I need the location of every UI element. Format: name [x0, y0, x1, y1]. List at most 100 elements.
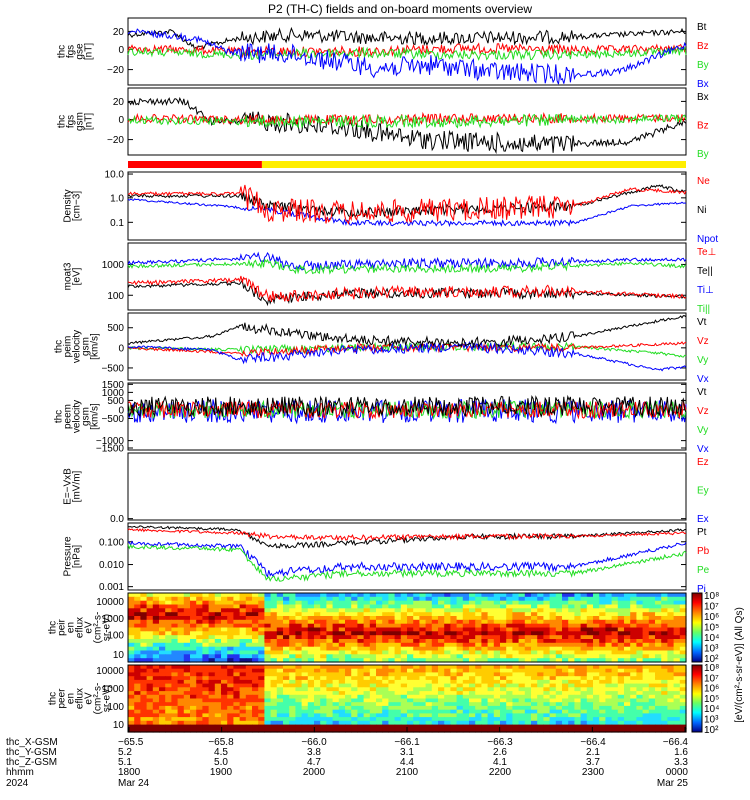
spectrogram-cell — [568, 658, 575, 663]
legend-Ex: Ex — [697, 514, 709, 525]
spectrogram-cell — [419, 654, 427, 659]
spectrogram-cell — [531, 709, 538, 714]
y-tick-label: 100 — [107, 291, 124, 302]
spectrogram-cell — [543, 635, 551, 640]
spectrogram-cell — [518, 596, 526, 602]
spectrogram-cell — [512, 665, 520, 670]
spectrogram-cell — [624, 627, 631, 632]
spectrogram-cell — [345, 593, 352, 598]
spectrogram-cell — [245, 619, 253, 625]
spectrogram-cell — [314, 612, 321, 617]
spectrogram-cell — [159, 724, 166, 729]
colorbar-tick: 10⁶ — [704, 612, 719, 623]
spectrogram-cell — [345, 668, 352, 673]
colorbar-top — [691, 592, 703, 663]
spectrogram-cell — [636, 709, 644, 714]
spectrogram-cell — [580, 658, 588, 663]
spectrogram-cell — [630, 596, 637, 602]
spectrogram-cell — [146, 676, 154, 681]
spectrogram-cell — [388, 668, 396, 673]
spectrogram-cell — [580, 635, 588, 640]
spectrogram-cell — [636, 658, 644, 663]
spectrogram-cell — [580, 679, 588, 685]
spectrogram-cell — [221, 646, 228, 652]
spectrogram-cell — [146, 608, 154, 613]
spectrogram-cell — [221, 728, 228, 733]
spectrogram-cell — [586, 717, 594, 722]
spectrogram-cell — [388, 654, 396, 659]
spectrogram-cell — [407, 623, 414, 629]
spectrogram-cell — [326, 635, 334, 640]
spectrogram-cell — [369, 639, 377, 644]
spectrogram-cell — [245, 616, 253, 621]
spectrogram-cell — [438, 619, 445, 625]
spectrogram-cell — [171, 665, 179, 670]
spectrogram-cell — [475, 619, 482, 625]
spectrogram-cell — [270, 698, 278, 703]
spectrogram-cell — [655, 709, 662, 714]
spectrogram-cell — [611, 672, 619, 677]
spectrogram-cell — [549, 709, 557, 714]
spectrogram-cell — [593, 694, 600, 700]
spectrogram-cell — [283, 627, 290, 632]
spectrogram-cell — [506, 705, 513, 711]
spectrogram-cell — [400, 619, 408, 625]
spectrogram-cell — [307, 665, 315, 670]
spectrogram-cell — [419, 650, 427, 655]
spectrogram-cell — [661, 668, 668, 673]
spectrogram-cell — [493, 608, 501, 613]
spectrogram-cell — [543, 646, 551, 652]
spectrogram-cell — [388, 642, 396, 648]
spectrogram-cell — [208, 683, 216, 688]
spectrogram-cell — [239, 600, 247, 606]
spectrogram-cell — [667, 612, 675, 617]
spectrogram-cell — [357, 728, 365, 733]
spectrogram-cell — [599, 612, 606, 617]
spectrogram-cell — [531, 694, 538, 700]
spectrogram-cell — [617, 676, 625, 681]
spectrogram-cell — [394, 665, 402, 670]
spectrogram-cell — [500, 709, 507, 714]
spectrogram-cell — [617, 698, 625, 703]
spectrogram-cell — [165, 691, 172, 696]
spectrogram-cell — [506, 658, 513, 663]
spectrogram-cell — [661, 698, 668, 703]
spectrogram-cell — [444, 612, 451, 617]
y-axis-label: Pressure[nPa] — [63, 536, 83, 576]
spectrogram-cell — [574, 672, 582, 677]
spectrogram-cell — [506, 650, 513, 655]
spectrogram-cell — [152, 635, 160, 640]
spectrogram-cell — [679, 654, 687, 659]
spectrogram-cell — [624, 639, 631, 644]
spectrogram-cell — [183, 717, 191, 722]
spectrogram-cell — [295, 694, 303, 700]
spectrogram-cell — [233, 612, 241, 617]
spectrogram-cell — [289, 596, 296, 602]
spectrogram-cell — [413, 698, 420, 703]
spectrogram-cell — [555, 672, 563, 677]
spectrogram-cell — [301, 631, 309, 636]
spectrogram-cell — [431, 728, 439, 733]
spectrogram-cell — [128, 705, 135, 711]
spectrogram-cell — [679, 694, 687, 700]
spectrogram-cell — [624, 596, 631, 602]
spectrogram-cell — [400, 631, 408, 636]
spectrogram-cell — [270, 619, 278, 625]
spectrogram-cell — [146, 724, 154, 729]
spectrogram-cell — [450, 612, 458, 617]
spectrogram-cell — [555, 612, 563, 617]
spectrogram-cell — [252, 672, 259, 677]
spectrogram-cell — [617, 642, 625, 648]
spectrogram-cell — [190, 593, 197, 598]
spectrogram-cell — [469, 623, 476, 629]
spectrogram-cell — [165, 646, 172, 652]
spectrogram-cell — [394, 627, 402, 632]
spectrogram-cell — [239, 619, 247, 625]
spectrogram-cell — [276, 709, 284, 714]
spectrogram-cell — [214, 627, 222, 632]
spectrogram-cell — [655, 616, 662, 621]
spectrogram-cell — [177, 694, 185, 700]
spectrogram-cell — [264, 650, 272, 655]
spectrogram-cell — [307, 694, 315, 700]
